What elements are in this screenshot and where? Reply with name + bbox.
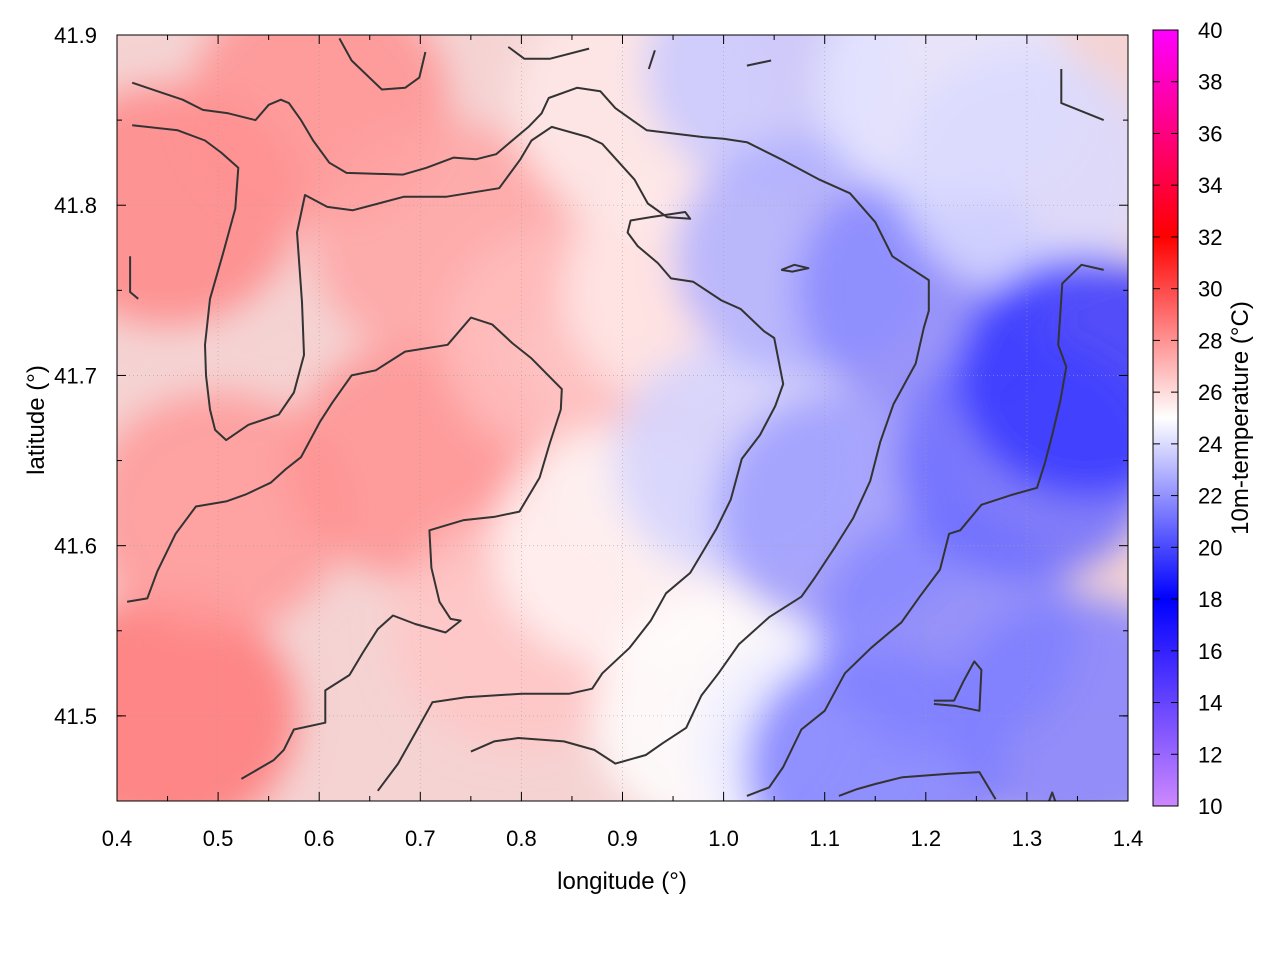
colorbar-tick-label: 32	[1198, 225, 1222, 250]
contour-line-8	[1060, 69, 1105, 122]
contour-line-3	[129, 256, 139, 300]
colorbar-tick-label: 22	[1198, 484, 1222, 509]
colorbar	[1152, 29, 1179, 807]
heatmap-field	[117, 35, 1128, 801]
colorbar-tick-label: 26	[1198, 380, 1222, 405]
colorbar-tick-label: 36	[1198, 121, 1222, 146]
y-tick-label: 41.5	[54, 704, 97, 729]
axis-ticks: 0.4 0.5 0.6 0.7 0.8 0.9 1.0 1.1 1.2 1.3 1.4 41.5 41.…	[54, 23, 1143, 851]
contour-line-4	[338, 37, 427, 91]
y-axis-label: latitude (°)	[23, 365, 50, 475]
x-tick-label: 0.4	[102, 826, 133, 851]
colorbar-tick-label: 20	[1198, 535, 1222, 560]
colorbar-tick-label: 12	[1198, 742, 1222, 767]
colorbar-ticks: 10 12 14 16 18 20 22 24 26 28 30 32 34 36 38 40	[1153, 18, 1222, 819]
colorbar-tick-label: 40	[1198, 18, 1222, 43]
colorbar-tick-label: 30	[1198, 277, 1222, 302]
contour-line-5	[507, 46, 590, 60]
colorbar-tick-label: 24	[1198, 432, 1222, 457]
contour-lines	[126, 37, 1105, 801]
y-tick-label: 41.8	[54, 193, 97, 218]
x-tick-label: 0.7	[405, 826, 436, 851]
contour-line-11	[933, 660, 983, 712]
y-tick-label: 41.9	[54, 23, 97, 48]
x-tick-label: 1.4	[1113, 826, 1144, 851]
field-sample-22	[957, 255, 1128, 496]
contour-line-10	[838, 771, 997, 800]
contour-line-13	[1048, 791, 1057, 801]
contour-line-7	[746, 59, 772, 67]
colorbar-tick-label: 34	[1198, 173, 1222, 198]
field-sample-2	[117, 391, 349, 632]
field-sample-20	[896, 51, 1128, 292]
contour-line-0	[131, 81, 930, 765]
colorbar-tick-label: 28	[1198, 328, 1222, 353]
colorbar-tick-label: 10	[1198, 794, 1222, 819]
y-tick-label: 41.6	[54, 534, 97, 559]
colorbar-tick-label: 38	[1198, 70, 1222, 95]
contour-line-6	[647, 49, 656, 70]
colorbar-tick-label: 16	[1198, 639, 1222, 664]
x-tick-label: 0.8	[506, 826, 537, 851]
field-sample-0	[117, 595, 298, 801]
colorbar-tick-label: 18	[1198, 587, 1222, 612]
x-tick-label: 1.3	[1012, 826, 1043, 851]
colorbar-label: 10m-temperature (°C)	[1227, 301, 1254, 535]
contour-line-2	[126, 316, 563, 780]
x-tick-label: 0.6	[304, 826, 335, 851]
contour-line-1	[132, 124, 785, 792]
x-tick-label: 1.2	[911, 826, 942, 851]
y-tick-label: 41.7	[54, 363, 97, 388]
x-tick-label: 0.9	[607, 826, 638, 851]
x-tick-label: 1.0	[708, 826, 739, 851]
x-axis-label: longitude (°)	[557, 868, 687, 895]
x-tick-label: 0.5	[203, 826, 234, 851]
field-sample-24	[745, 647, 1006, 801]
x-tick-label: 1.1	[809, 826, 840, 851]
colorbar-tick-label: 14	[1198, 691, 1222, 716]
contour-line-9	[746, 263, 1104, 797]
grid-lines	[117, 35, 1128, 801]
contour-line-12	[780, 263, 810, 273]
